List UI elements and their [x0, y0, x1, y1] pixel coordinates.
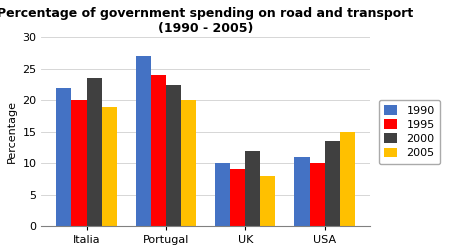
Bar — [101, 107, 117, 226]
Title: Percentage of government spending on road and transport
(1990 - 2005): Percentage of government spending on roa… — [0, 7, 414, 35]
Bar — [181, 100, 196, 226]
Bar — [325, 141, 340, 226]
Bar — [215, 163, 230, 226]
Bar — [151, 75, 166, 226]
Bar — [245, 151, 260, 226]
Bar — [72, 100, 87, 226]
Bar — [230, 169, 245, 226]
Bar — [166, 85, 181, 226]
Bar — [136, 56, 151, 226]
Bar — [87, 78, 101, 226]
Bar — [56, 88, 72, 226]
Legend: 1990, 1995, 2000, 2005: 1990, 1995, 2000, 2005 — [379, 100, 440, 164]
Bar — [260, 176, 275, 226]
Bar — [340, 132, 355, 226]
Bar — [294, 157, 310, 226]
Bar — [310, 163, 325, 226]
Y-axis label: Percentage: Percentage — [7, 100, 17, 163]
